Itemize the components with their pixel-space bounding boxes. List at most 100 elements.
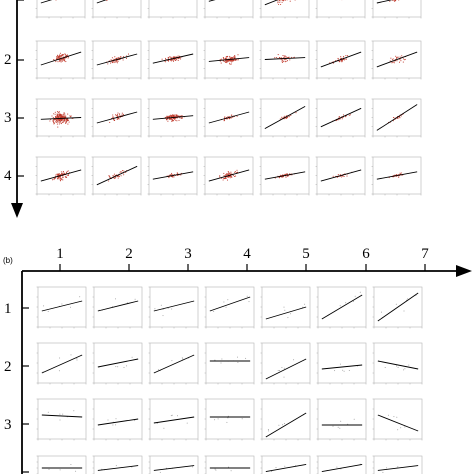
subplot <box>147 98 198 138</box>
data-point <box>172 60 175 62</box>
data-point <box>121 112 123 114</box>
data-point <box>66 120 68 122</box>
data-point <box>70 354 72 356</box>
subplot-frame <box>205 455 255 474</box>
data-point <box>340 57 342 59</box>
data-point <box>293 359 295 361</box>
subplot-frame <box>93 398 143 440</box>
data-point <box>65 119 68 121</box>
data-point <box>345 58 347 60</box>
data-point <box>339 174 341 176</box>
data-point <box>122 113 125 115</box>
data-point <box>402 58 405 60</box>
data-point <box>395 55 397 57</box>
data-point <box>115 465 117 467</box>
data-point <box>222 179 224 181</box>
data-point <box>56 113 58 115</box>
data-point <box>284 115 286 117</box>
subplot-frame <box>205 286 255 328</box>
data-point <box>232 60 234 62</box>
data-point <box>384 367 386 368</box>
data-point <box>231 176 233 178</box>
data-point <box>280 58 282 61</box>
subplot <box>36 455 87 474</box>
data-point <box>283 306 285 308</box>
data-point <box>75 470 77 472</box>
data-point <box>171 172 173 174</box>
data-point <box>65 55 67 57</box>
data-point <box>177 415 178 417</box>
subplot <box>36 342 87 385</box>
data-point <box>343 370 345 372</box>
data-point <box>282 55 284 57</box>
data-point <box>223 172 225 174</box>
data-point <box>221 358 223 360</box>
subplot <box>204 342 255 385</box>
subplot <box>260 342 311 385</box>
data-point <box>47 411 49 413</box>
data-point <box>122 170 124 172</box>
data-point <box>228 117 231 119</box>
data-point <box>168 115 171 117</box>
data-point <box>281 1 283 3</box>
data-point <box>180 174 182 176</box>
panel-b-col-label: 3 <box>184 246 192 262</box>
data-point <box>279 0 281 1</box>
data-point <box>79 296 81 298</box>
data-point <box>53 122 55 124</box>
data-point <box>276 56 278 59</box>
panel-a-row-label: 3 <box>4 110 12 126</box>
data-point <box>232 175 234 177</box>
subplot-frame <box>37 342 87 384</box>
data-point <box>159 471 161 473</box>
data-point <box>283 367 285 369</box>
data-point <box>48 468 50 470</box>
data-point <box>237 59 239 61</box>
regression-line <box>320 51 362 68</box>
data-point <box>225 306 227 308</box>
data-point <box>285 176 287 178</box>
data-point <box>55 0 57 1</box>
data-point <box>284 0 286 1</box>
subplot <box>259 0 310 19</box>
data-point <box>226 118 229 120</box>
data-point <box>115 114 117 116</box>
data-point <box>234 55 236 57</box>
data-point <box>227 299 229 301</box>
subplot-frame <box>148 0 198 18</box>
data-point <box>404 368 406 370</box>
data-point <box>226 61 228 63</box>
data-point <box>43 305 45 307</box>
data-point <box>58 59 60 61</box>
data-point <box>51 179 54 181</box>
data-point <box>285 118 287 120</box>
data-point <box>170 116 172 118</box>
regression-line <box>96 0 107 4</box>
data-point <box>215 469 217 471</box>
data-point <box>115 57 117 60</box>
data-point <box>289 59 291 61</box>
data-point <box>226 173 228 175</box>
regression-line <box>153 465 195 471</box>
data-point <box>59 121 61 123</box>
data-point <box>223 301 225 303</box>
subplot <box>91 40 142 80</box>
regression-line <box>40 51 82 66</box>
data-point <box>60 114 63 116</box>
data-point <box>64 176 66 178</box>
data-point <box>277 1 279 3</box>
data-point <box>67 113 69 115</box>
data-point <box>55 116 57 119</box>
data-point <box>346 175 348 177</box>
data-point <box>168 56 170 58</box>
data-point <box>58 173 60 175</box>
data-point <box>214 359 216 361</box>
data-point <box>173 120 175 122</box>
data-point <box>228 172 230 174</box>
subplot-frame <box>37 398 87 440</box>
subplot <box>91 0 142 19</box>
data-point <box>282 174 284 176</box>
data-point <box>59 60 61 63</box>
data-point <box>116 57 118 59</box>
data-point <box>397 429 399 431</box>
